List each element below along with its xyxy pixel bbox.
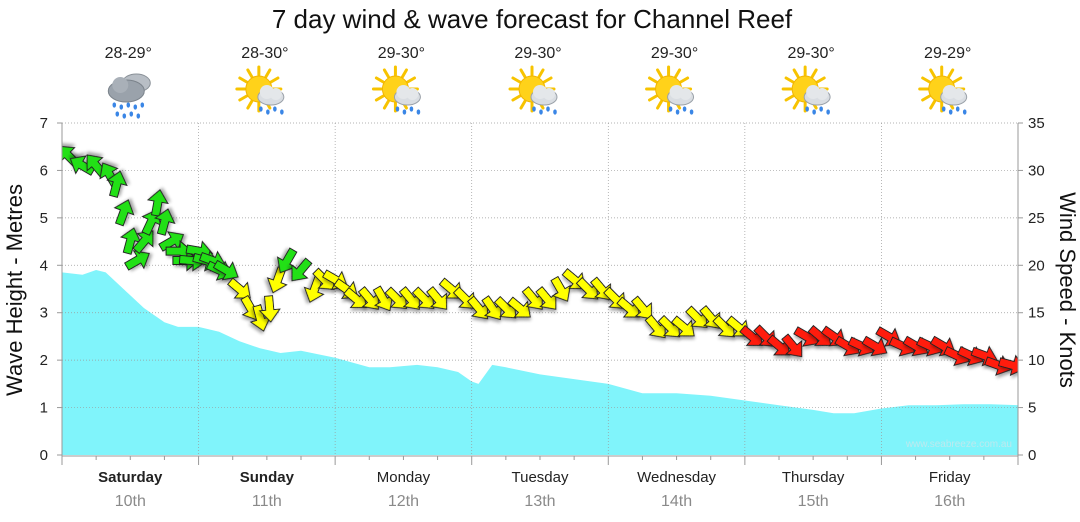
chart-title: 7 day wind & wave forecast for Channel R…: [272, 4, 793, 34]
day-date-2: 12th: [388, 493, 419, 510]
wind-arrow: [154, 208, 176, 236]
day-name-1: Sunday: [240, 469, 295, 486]
day-name-2: Monday: [377, 469, 431, 486]
day-name-0: Saturday: [98, 469, 163, 486]
day-name-5: Thursday: [782, 469, 845, 486]
right-tick-label: 25: [1028, 210, 1045, 227]
day-date-6: 16th: [934, 493, 965, 510]
right-tick-label: 5: [1028, 400, 1036, 417]
wind-arrow: [411, 286, 435, 309]
wind-arrow: [426, 286, 448, 310]
day-date-5: 15th: [798, 493, 829, 510]
day-temp-5: 29-30°: [787, 45, 834, 62]
sun-shower-icon: [645, 65, 695, 115]
credit-watermark: www.seabreeze.com.au: [905, 439, 1012, 450]
left-tick-label: 2: [40, 352, 48, 369]
wind-arrow: [507, 296, 531, 318]
wave-height-area: [62, 270, 1018, 455]
right-tick-label: 15: [1028, 305, 1045, 322]
day-date-4: 14th: [661, 493, 692, 510]
day-labels: Saturday 10th Sunday 11th Monday 12th Tuesday 1…: [98, 469, 971, 510]
wind-arrow: [384, 286, 408, 309]
left-tick-label: 6: [40, 162, 48, 179]
wind-arrow: [535, 286, 557, 310]
left-tick-label: 1: [40, 400, 48, 417]
wind-arrow: [372, 285, 394, 312]
right-axis-title: Wind Speed - Knots: [1055, 192, 1080, 388]
sun-shower-icon: [371, 65, 421, 115]
sun-shower-icon: [235, 65, 285, 115]
day-temp-4: 29-30°: [651, 45, 698, 62]
day-temp-2: 29-30°: [378, 45, 425, 62]
right-tick-label: 30: [1028, 162, 1045, 179]
sun-shower-icon: [918, 65, 968, 115]
left-tick-label: 5: [40, 210, 48, 227]
wind-arrow: [781, 333, 803, 358]
day-temp-6: 29-29°: [924, 45, 971, 62]
wind-arrow: [861, 335, 888, 357]
right-axis-ticks: 0 5 10 15 20 25 30 35: [1018, 115, 1045, 464]
weather-icons: [107, 65, 968, 119]
wind-arrow: [616, 296, 641, 318]
wind-arrow: [291, 257, 313, 282]
day-temp-0: 28-29°: [105, 45, 152, 62]
wind-arrow: [106, 170, 128, 198]
wind-arrow: [119, 227, 142, 255]
wind-arrow: [644, 314, 666, 339]
wind-arrow: [521, 286, 543, 310]
right-tick-label: 20: [1028, 257, 1045, 274]
left-tick-label: 7: [40, 115, 48, 132]
wind-arrow: [997, 354, 1018, 376]
day-date-1: 11th: [252, 493, 282, 510]
wind-arrow: [124, 250, 150, 271]
wind-arrow: [266, 266, 288, 294]
wind-arrows: [62, 145, 1018, 376]
day-date-3: 13th: [524, 493, 555, 510]
wind-arrow: [398, 286, 420, 310]
day-date-0: 10th: [115, 493, 146, 510]
wind-arrow: [685, 305, 708, 328]
wind-arrow: [146, 189, 169, 217]
wind-arrow: [132, 230, 154, 255]
rain-cloud-icon: [107, 73, 151, 119]
day-name-3: Tuesday: [512, 469, 569, 486]
sun-shower-icon: [508, 65, 558, 115]
daily-temperatures: 28-29° 28-30° 29-30° 29-30° 29-30° 29-30° 29-2…: [105, 45, 972, 62]
wind-arrow: [575, 276, 599, 300]
wind-arrow: [550, 275, 571, 302]
wind-arrow: [249, 304, 272, 332]
wind-arrow: [467, 295, 489, 320]
left-axis-ticks: 0 1 2 3 4 5 6 7: [40, 115, 62, 464]
wind-arrow: [258, 295, 281, 323]
wind-arrow: [113, 199, 135, 227]
wind-arrow: [212, 259, 239, 281]
left-tick-label: 4: [40, 257, 48, 274]
sun-shower-icon: [781, 65, 831, 115]
wind-arrow: [630, 295, 652, 320]
wind-arrow: [357, 286, 379, 310]
right-tick-label: 10: [1028, 352, 1045, 369]
wind-arrow: [670, 315, 695, 337]
day-name-4: Wednesday: [637, 469, 716, 486]
wind-arrow: [303, 275, 325, 303]
day-temp-3: 29-30°: [514, 45, 561, 62]
right-tick-label: 0: [1028, 447, 1036, 464]
left-tick-label: 3: [40, 305, 48, 322]
x-axis-ticks: [61, 456, 1019, 465]
wind-arrow: [481, 295, 503, 321]
wind-arrow: [343, 287, 367, 309]
day-temp-1: 28-30°: [241, 45, 288, 62]
left-axis-title: Wave Height - Metres: [2, 184, 27, 396]
wind-arrow: [227, 277, 251, 299]
right-tick-label: 35: [1028, 115, 1045, 132]
wind-arrow: [766, 334, 791, 356]
day-name-6: Friday: [929, 469, 971, 486]
left-tick-label: 0: [40, 447, 48, 464]
wave-height-fill: [62, 270, 1018, 455]
